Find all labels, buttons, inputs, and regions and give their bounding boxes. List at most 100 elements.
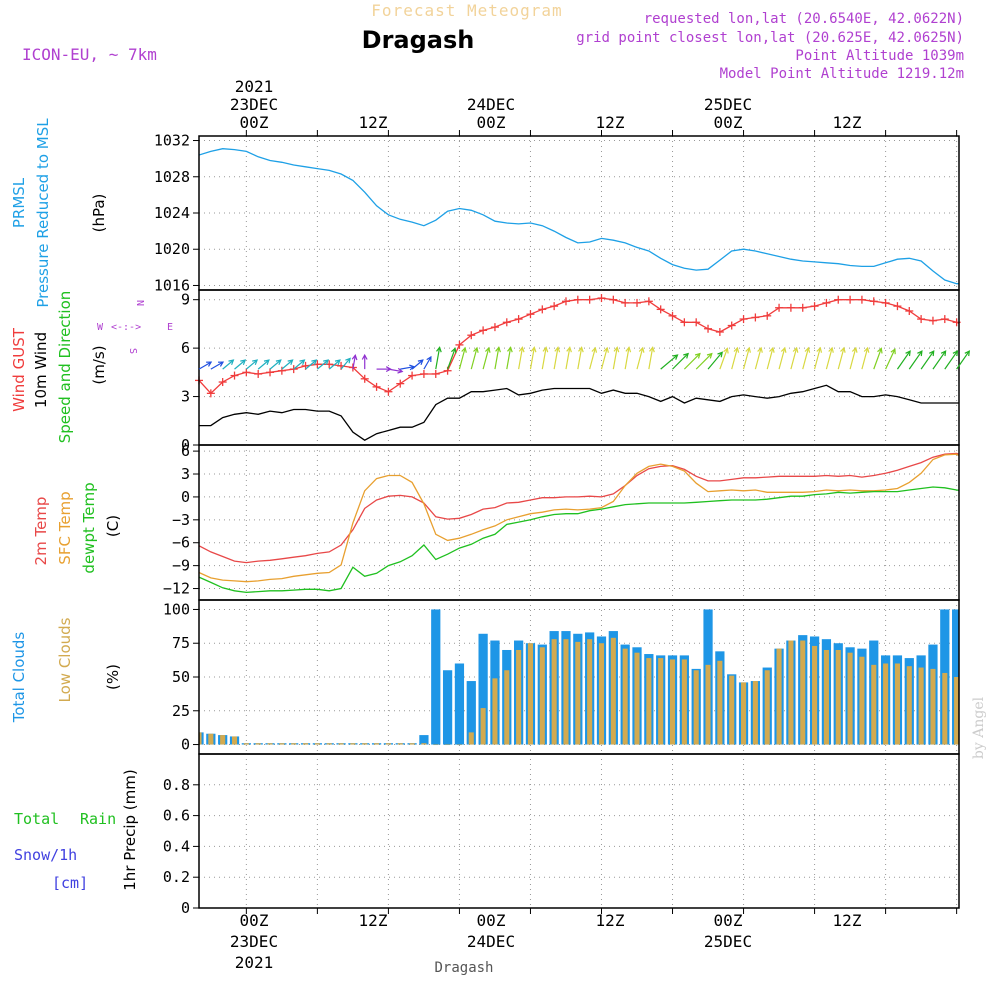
- wind-arrow-shaft: [388, 368, 403, 373]
- low-cloud-bar: [208, 733, 214, 745]
- wind-arrow: [660, 354, 679, 370]
- low-cloud-bar: [894, 663, 900, 745]
- compass-east: E: [167, 322, 173, 333]
- wind-arrow-shaft: [612, 347, 618, 370]
- wind-arrow-shaft: [719, 348, 728, 370]
- bottom-time-tick-label: 12Z: [833, 911, 862, 930]
- gust-point: [218, 378, 227, 387]
- wind-arrow: [553, 346, 561, 370]
- low-cloud-bar: [622, 648, 628, 745]
- wind-arrow-head: [905, 350, 911, 357]
- wind-arrow-head: [863, 346, 870, 353]
- panels: 101610201024102810320369−12−9−6−30360255…: [154, 130, 971, 917]
- wind-arrow-head: [323, 359, 330, 366]
- gust-point: [561, 297, 570, 306]
- wind-arrow: [351, 354, 358, 370]
- gust-point: [408, 371, 417, 380]
- low-cloud-bar: [871, 664, 877, 745]
- wind-arrow-head: [792, 346, 799, 353]
- gust-point: [857, 295, 866, 304]
- low-cloud-bar: [918, 667, 924, 745]
- wind-arrow-shaft: [352, 355, 356, 370]
- wind-arrow-head: [461, 346, 467, 353]
- gust-point: [514, 315, 523, 324]
- gust-point: [585, 295, 594, 304]
- wind-arrow-shaft: [565, 347, 571, 370]
- wind-arrow: [210, 361, 225, 370]
- temp-panel: −12 −9 −6 −3 0 3 6: [163, 442, 960, 601]
- bottom-date-label: 25DEC: [704, 932, 752, 951]
- low-cloud-bar: [480, 708, 486, 745]
- prmsl-label: PRMSL: [10, 177, 28, 228]
- gust-point: [786, 303, 795, 312]
- low-clouds-label: Low Clouds: [56, 617, 74, 702]
- low-cloud-bar: [338, 743, 344, 745]
- wind-arrow-head: [769, 346, 775, 353]
- gust-point: [467, 331, 476, 340]
- wind-arrow: [411, 359, 424, 370]
- low-cloud-bar: [456, 744, 462, 746]
- low-cloud-bar: [492, 678, 498, 745]
- wind-arrow-shaft: [210, 361, 224, 370]
- wind-arrow: [565, 346, 572, 370]
- gust-point: [644, 297, 653, 306]
- low-cloud-bar: [374, 743, 380, 745]
- gust-point: [739, 315, 748, 324]
- wind-arrow: [222, 359, 235, 370]
- wind-arrow: [861, 346, 870, 370]
- wind-arrow-head: [940, 350, 947, 357]
- gust-point: [846, 295, 855, 304]
- wind-arrow-shaft: [257, 359, 270, 370]
- low-cloud-bar: [587, 639, 593, 745]
- wind-arrow-head: [613, 346, 620, 353]
- wind-arrow-head: [591, 346, 598, 353]
- total-cloud-bar: [442, 670, 453, 745]
- low-cloud-bar: [445, 744, 451, 746]
- model-label: ICON-EU, ~ 7km: [22, 45, 157, 64]
- gust-point: [881, 298, 890, 307]
- gust-point: [479, 326, 488, 335]
- wind-arrow: [518, 346, 525, 370]
- temp-ytick-label: −6: [172, 534, 190, 552]
- gust-point: [384, 387, 393, 396]
- temp-ytick-label: −9: [172, 557, 190, 575]
- temp-dewpt-label: dewpt Temp: [80, 482, 98, 573]
- wind-ytick-label: 3: [181, 388, 190, 406]
- gust-point: [550, 302, 559, 311]
- wind-arrow-shaft: [707, 351, 723, 370]
- wind-arrow: [340, 357, 351, 370]
- wind-arrow-shaft: [813, 347, 821, 370]
- wind-arrow-shaft: [695, 353, 713, 370]
- wind-arrow-shaft: [328, 359, 341, 370]
- wind-arrow-shaft: [908, 350, 923, 370]
- clouds-panel-labels: Total Clouds Low Clouds (%): [10, 617, 122, 723]
- wind-arrow-shaft: [316, 359, 329, 370]
- wind-arrow-head: [275, 359, 282, 366]
- wind-unit-label: (m/s): [90, 345, 108, 384]
- low-cloud-bar: [764, 670, 770, 745]
- low-cloud-bar: [741, 682, 747, 745]
- wind-arrow-head: [484, 346, 491, 353]
- low-cloud-bar: [267, 743, 273, 745]
- gust-point: [775, 303, 784, 312]
- wind-arrow: [529, 346, 537, 370]
- precip-ytick-label: 0: [181, 899, 190, 917]
- low-cloud-bar: [504, 670, 510, 745]
- low-cloud-bar: [942, 672, 948, 745]
- wind-arrow-head: [638, 346, 645, 353]
- low-cloud-bar: [800, 640, 806, 745]
- low-cloud-bar: [705, 664, 711, 745]
- wind-arrow-head: [299, 359, 306, 366]
- temp-ytick-label: −3: [172, 511, 190, 529]
- wind-arrow: [920, 350, 935, 370]
- wind-arrow-head: [964, 350, 971, 357]
- wind-arrow-shaft: [400, 366, 415, 370]
- temp-2m-label: 2m Temp: [32, 497, 50, 566]
- wind-arrow-shaft: [553, 347, 559, 370]
- low-cloud-bar: [231, 736, 238, 745]
- low-cloud-bar: [255, 743, 261, 745]
- wind-arrow: [482, 346, 491, 370]
- wind-arrow: [612, 346, 620, 370]
- footer-location: Dragash: [434, 960, 493, 976]
- temp-ytick-label: −12: [163, 580, 190, 598]
